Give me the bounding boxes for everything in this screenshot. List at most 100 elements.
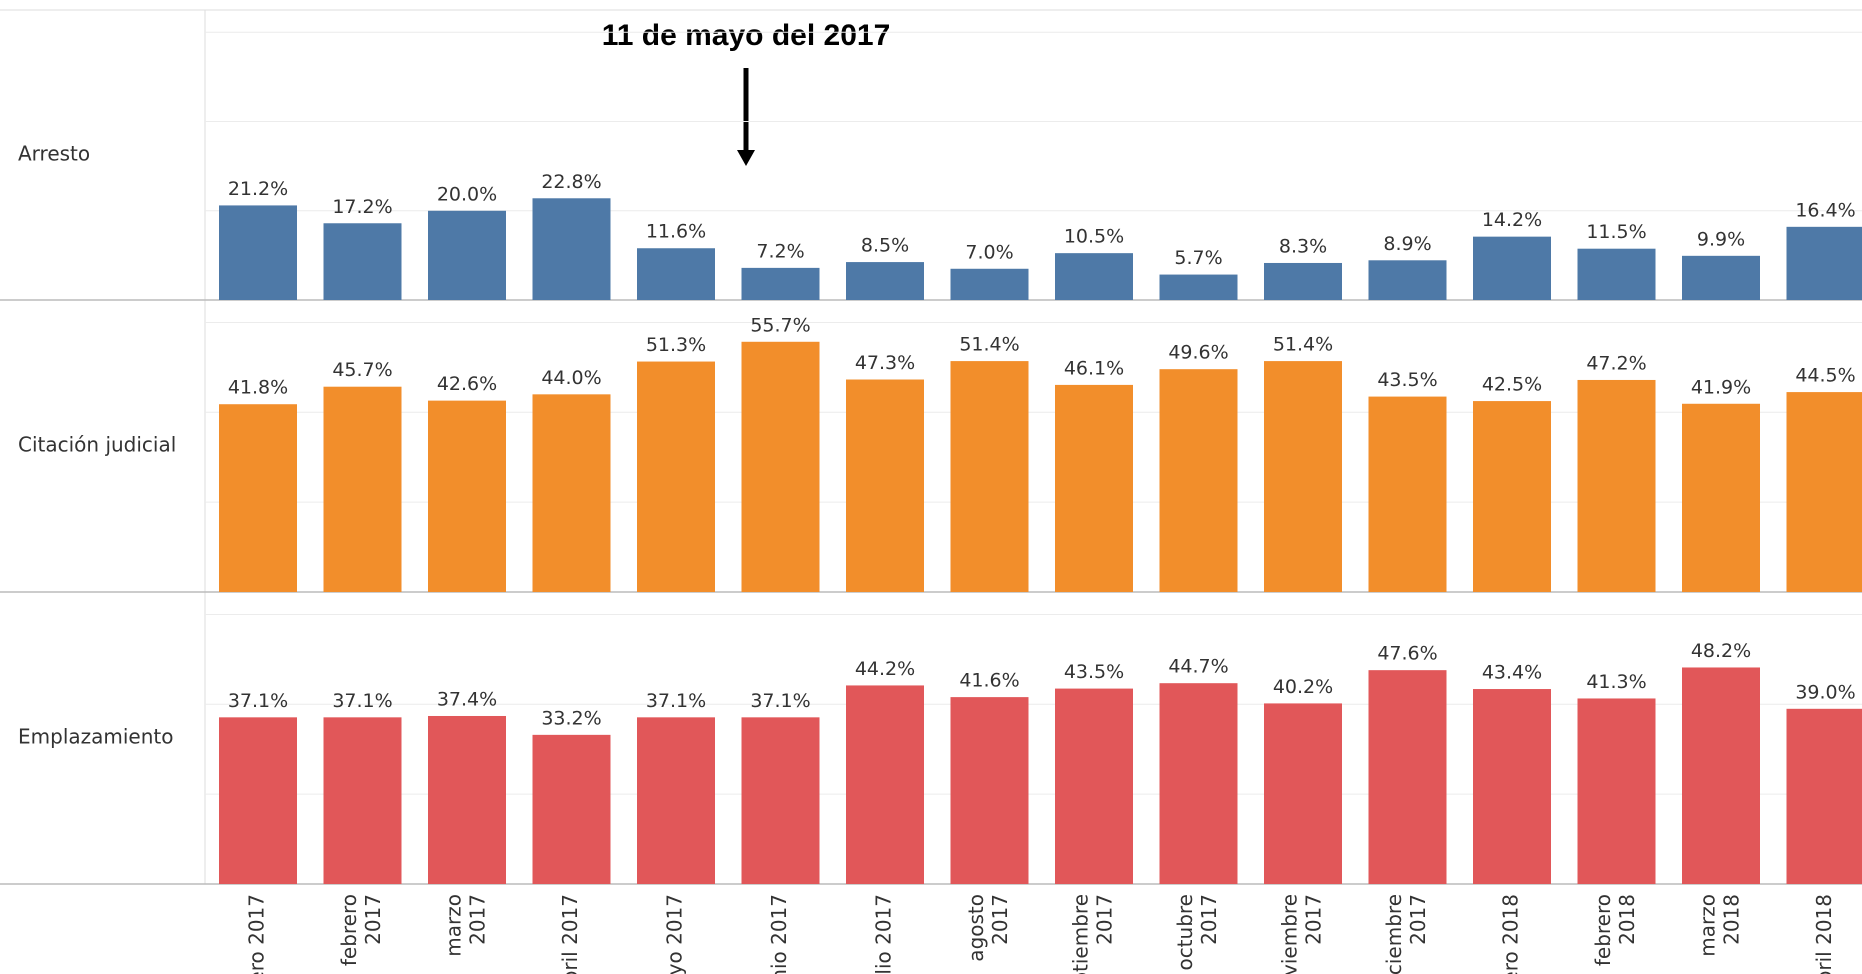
row-label: Arresto bbox=[18, 142, 90, 166]
bar bbox=[1159, 369, 1238, 592]
x-tick-label: 2018 bbox=[1720, 894, 1744, 945]
value-label: 55.7% bbox=[750, 314, 810, 336]
row-label: Emplazamiento bbox=[18, 725, 173, 749]
bar bbox=[1159, 274, 1238, 300]
x-tick-label: 2017 bbox=[988, 894, 1012, 945]
bar bbox=[846, 262, 924, 300]
bar bbox=[1055, 384, 1133, 592]
value-label: 41.9% bbox=[1691, 376, 1751, 398]
x-tick-label: septiembre bbox=[1069, 894, 1093, 974]
bar bbox=[637, 361, 715, 592]
bar bbox=[219, 205, 297, 300]
value-label: 11.5% bbox=[1586, 221, 1646, 243]
value-label: 37.1% bbox=[646, 690, 706, 712]
bar bbox=[1055, 253, 1133, 300]
annotation-arrowhead bbox=[737, 150, 755, 166]
bar bbox=[219, 717, 297, 884]
bar bbox=[532, 394, 611, 592]
value-label: 43.5% bbox=[1064, 661, 1124, 683]
value-label: 51.4% bbox=[959, 334, 1019, 356]
bar bbox=[1682, 403, 1760, 592]
value-label: 17.2% bbox=[332, 196, 392, 218]
x-tick-label: febrero bbox=[1591, 894, 1615, 966]
value-label: 47.2% bbox=[1586, 352, 1646, 374]
bar bbox=[323, 386, 402, 592]
value-label: 47.3% bbox=[855, 352, 915, 374]
value-label: 7.2% bbox=[756, 240, 804, 262]
bar bbox=[637, 717, 715, 884]
bar bbox=[1786, 708, 1862, 884]
x-tick-label: marzo bbox=[442, 894, 466, 957]
value-label: 47.6% bbox=[1377, 643, 1437, 665]
bar bbox=[532, 198, 611, 300]
bar bbox=[1368, 260, 1447, 300]
bar bbox=[1055, 688, 1133, 884]
bar bbox=[1264, 703, 1342, 884]
bar bbox=[1264, 262, 1342, 300]
x-tick-label: febrero bbox=[337, 894, 361, 966]
value-label: 10.5% bbox=[1064, 226, 1124, 248]
bar bbox=[1473, 689, 1551, 884]
value-label: 46.1% bbox=[1064, 357, 1124, 379]
bar bbox=[950, 697, 1029, 884]
bar bbox=[1368, 670, 1447, 884]
bar bbox=[323, 717, 402, 884]
x-tick-label: octubre bbox=[1173, 894, 1197, 971]
x-tick-label: diciembre bbox=[1382, 894, 1406, 974]
value-label: 33.2% bbox=[541, 707, 601, 729]
bar bbox=[1159, 683, 1238, 884]
x-tick-label: julio 2017 bbox=[872, 894, 896, 974]
value-label: 43.4% bbox=[1482, 662, 1542, 684]
bar bbox=[1786, 226, 1862, 300]
bar bbox=[846, 379, 924, 592]
bar bbox=[950, 361, 1029, 592]
value-label: 37.4% bbox=[437, 688, 497, 710]
value-label: 22.8% bbox=[541, 171, 601, 193]
x-tick-label: noviembre bbox=[1278, 894, 1302, 974]
x-tick-label: 2017 bbox=[466, 894, 490, 945]
x-tick-label: mayo 2017 bbox=[663, 894, 687, 974]
bar bbox=[532, 734, 611, 884]
bar bbox=[1577, 698, 1656, 884]
bar bbox=[428, 400, 506, 592]
x-tick-label: enero 2017 bbox=[245, 894, 269, 974]
x-tick-label: enero 2018 bbox=[1499, 894, 1523, 974]
value-label: 41.6% bbox=[959, 670, 1019, 692]
value-label: 41.8% bbox=[228, 377, 288, 399]
bar bbox=[323, 223, 402, 300]
bar bbox=[1368, 396, 1447, 592]
value-label: 43.5% bbox=[1377, 369, 1437, 391]
bar bbox=[1473, 236, 1551, 300]
row-label: Citación judicial bbox=[18, 433, 176, 457]
bar bbox=[1577, 379, 1656, 592]
x-tick-label: 2017 bbox=[1302, 894, 1326, 945]
x-tick-label: agosto bbox=[964, 894, 988, 962]
bar bbox=[741, 341, 820, 592]
bar bbox=[1786, 392, 1862, 592]
value-label: 21.2% bbox=[228, 178, 288, 200]
value-label: 14.2% bbox=[1482, 209, 1542, 231]
value-label: 44.7% bbox=[1168, 656, 1228, 678]
bar bbox=[1682, 255, 1760, 300]
value-label: 44.5% bbox=[1795, 365, 1855, 387]
bar bbox=[428, 210, 506, 300]
value-label: 11.6% bbox=[646, 221, 706, 243]
bar bbox=[1264, 361, 1342, 592]
annotation: 11 de mayo del 2017 bbox=[602, 19, 891, 52]
x-tick-label: 2017 bbox=[1406, 894, 1430, 945]
bar bbox=[846, 685, 924, 884]
x-tick-label: 2017 bbox=[361, 894, 385, 945]
value-label: 48.2% bbox=[1691, 640, 1751, 662]
value-label: 51.4% bbox=[1273, 334, 1333, 356]
value-label: 37.1% bbox=[228, 690, 288, 712]
bar bbox=[1577, 248, 1656, 300]
x-tick-label: junio 2017 bbox=[767, 894, 791, 974]
bar bbox=[741, 267, 820, 300]
bar bbox=[428, 715, 506, 884]
value-label: 40.2% bbox=[1273, 676, 1333, 698]
value-label: 5.7% bbox=[1174, 247, 1222, 269]
x-tick-label: abril 2017 bbox=[558, 894, 582, 974]
x-tick-label: marzo bbox=[1696, 894, 1720, 957]
x-tick-label: abril 2018 bbox=[1812, 894, 1836, 974]
